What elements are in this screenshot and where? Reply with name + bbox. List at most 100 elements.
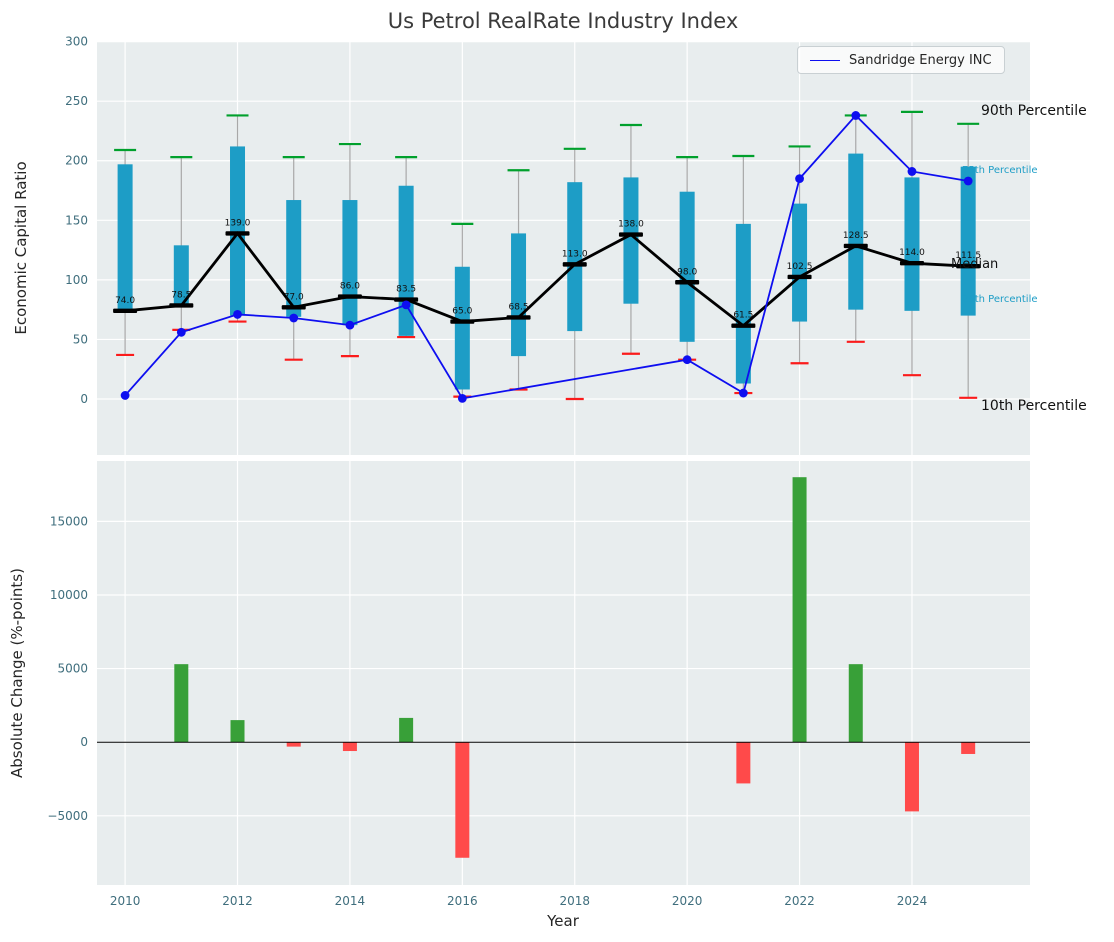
iqr-box-2014	[342, 200, 358, 326]
iqr-box-2018	[567, 182, 583, 332]
iqr-box-2022	[792, 203, 808, 322]
iqr-box-2010	[117, 164, 133, 313]
median-marker-2012	[225, 231, 250, 236]
change-bar-2021	[736, 742, 751, 784]
bottom-y-axis-label: Absolute Change (%-points)	[8, 568, 26, 778]
iqr-box-2016	[454, 266, 470, 390]
median-value-label-2023: 128.5	[843, 231, 869, 241]
median-marker-2025	[956, 263, 981, 269]
p90-percentile-annotation: 90th Percentile	[981, 103, 1087, 119]
median-value-label-2025: 111.5	[955, 251, 981, 261]
median-marker-2022	[787, 274, 812, 280]
median-value-label-2021: 61.5	[733, 311, 753, 321]
median-marker-2024	[899, 260, 924, 266]
median-marker-2011	[169, 303, 194, 308]
p75-percentile-annotation: 75th Percentile	[962, 165, 1038, 176]
change-bar-2016	[455, 742, 470, 858]
company-marker-2015	[401, 300, 411, 310]
median-value-label-2012: 139.0	[225, 218, 251, 228]
svg-text:2020: 2020	[672, 894, 703, 908]
change-bar-2014	[342, 742, 357, 752]
change-bar-2024	[904, 742, 919, 812]
svg-text:100: 100	[65, 273, 88, 287]
change-bar-2022	[792, 477, 807, 743]
svg-text:10000: 10000	[50, 588, 88, 602]
median-value-label-2024: 114.0	[899, 248, 925, 258]
iqr-box-2017	[511, 233, 527, 357]
company-marker-2013	[289, 313, 299, 323]
plot-backgrounds	[97, 41, 1030, 885]
median-marker-2014	[337, 294, 362, 299]
median-value-label-2017: 68.5	[509, 302, 529, 312]
median-value-label-2016: 65.0	[452, 307, 472, 317]
iqr-box-2019	[623, 177, 639, 304]
company-marker-2014	[345, 320, 355, 330]
iqr-box-2021	[735, 223, 751, 384]
median-marker-2010	[113, 308, 138, 314]
median-value-label-2011: 78.5	[171, 290, 191, 300]
median-value-label-2013: 77.0	[284, 292, 304, 302]
p25-percentile-annotation: 25th Percentile	[962, 294, 1038, 305]
median-marker-2015	[394, 297, 419, 302]
svg-text:−5000: −5000	[47, 809, 88, 823]
company-marker-2020	[682, 355, 692, 365]
change-bar-2023	[848, 664, 863, 743]
legend-line-sample	[810, 59, 840, 61]
svg-text:50: 50	[73, 332, 88, 346]
company-marker-2025	[963, 176, 973, 186]
company-marker-2012	[233, 310, 242, 319]
svg-text:2012: 2012	[222, 894, 253, 908]
svg-text:5000: 5000	[57, 662, 88, 676]
iqr-box-2020	[679, 191, 695, 342]
company-marker-2016	[457, 394, 467, 403]
svg-text:2010: 2010	[110, 894, 141, 908]
iqr-box-2024	[904, 177, 920, 311]
svg-text:15000: 15000	[50, 514, 88, 528]
company-marker-2011	[176, 327, 186, 337]
tick-labels: 0 50 100 150 200 250 300 −5000 0 5000 10000 15000 20…	[47, 35, 927, 908]
median-value-label-2020: 98.0	[677, 267, 697, 277]
median-marker-2016	[450, 319, 475, 324]
top-y-axis-label: Economic Capital Ratio	[12, 161, 30, 335]
company-marker-2021	[738, 388, 748, 398]
change-bars	[97, 477, 1030, 858]
median-marker-2017	[506, 315, 531, 320]
change-bar-2025	[961, 742, 976, 754]
svg-text:2014: 2014	[335, 894, 366, 908]
median-marker-2021	[731, 323, 756, 328]
company-marker-2023	[851, 111, 861, 120]
median-value-label-2014: 86.0	[340, 282, 360, 292]
iqr-box-2012	[230, 146, 246, 316]
iqr-box-2011	[173, 245, 189, 307]
median-marker-2018	[562, 262, 587, 267]
p10-percentile-annotation: 10th Percentile	[981, 398, 1087, 414]
change-bar-2012	[230, 720, 245, 743]
svg-text:2022: 2022	[784, 894, 815, 908]
svg-text:0: 0	[80, 392, 88, 406]
median-value-label-2018: 113.0	[562, 249, 588, 259]
median-value-label-2015: 83.5	[396, 285, 416, 295]
median-value-label-2010: 74.0	[115, 296, 135, 306]
company-marker-2022	[795, 174, 804, 184]
svg-text:0: 0	[80, 735, 88, 749]
iqr-box-2023	[848, 153, 864, 310]
svg-text:150: 150	[65, 213, 88, 227]
median-marker-2023	[843, 243, 868, 249]
median-marker-2019	[618, 232, 643, 237]
median-value-label-2022: 102.5	[787, 262, 813, 272]
median-marker-2020	[675, 280, 700, 285]
change-bar-2011	[174, 664, 189, 743]
iqr-box-2013	[286, 200, 302, 317]
median-series: 74.0 78.5 139.0 77.0 86.0 83.5 65.0 68.5 113.0 13…	[113, 218, 981, 328]
median-line	[124, 231, 969, 328]
company-series	[120, 111, 973, 403]
svg-text:2016: 2016	[447, 894, 478, 908]
legend-label: Sandridge Energy INC	[849, 52, 992, 68]
company-marker-2024	[907, 167, 917, 176]
percentile-boxes	[114, 110, 980, 401]
svg-text:300: 300	[65, 35, 88, 49]
change-bar-2013	[286, 742, 301, 747]
chart-title: Us Petrol RealRate Industry Index	[387, 9, 739, 33]
x-axis-label: Year	[547, 912, 579, 930]
